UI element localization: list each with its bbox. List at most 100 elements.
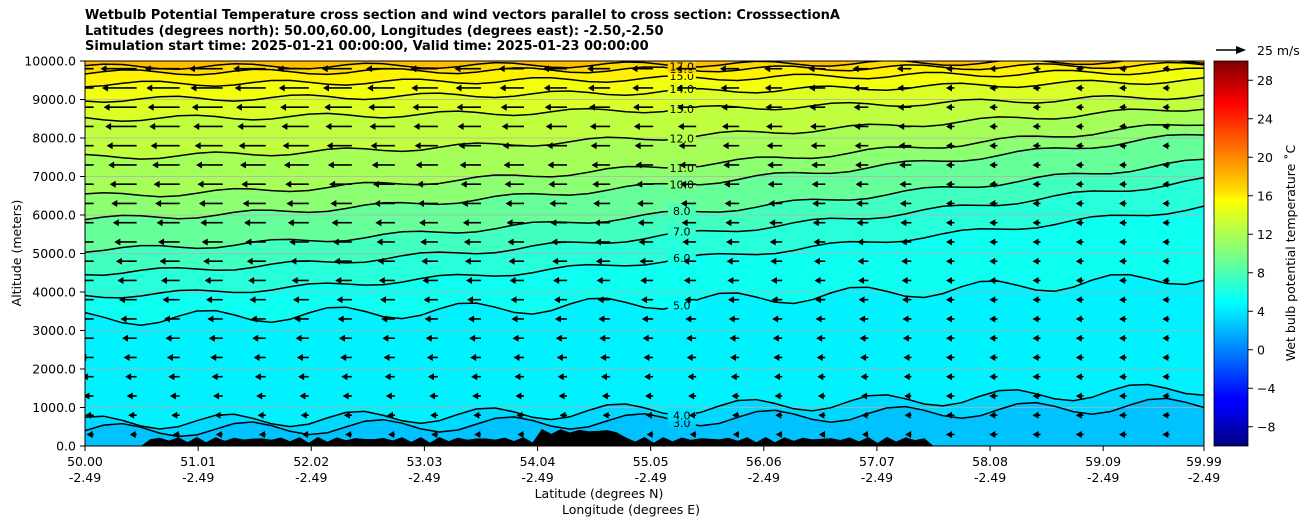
- wind-vector: [422, 276, 438, 284]
- wind-vector: [431, 430, 438, 438]
- wind-vector: [945, 411, 955, 419]
- wind-vector: [115, 257, 137, 265]
- wind-vector: [688, 392, 697, 400]
- wind-vector: [1162, 65, 1170, 73]
- wind-vector: [688, 411, 697, 419]
- wind-vector: [548, 180, 568, 188]
- wind-vector: [458, 142, 481, 150]
- wind-vector: [149, 122, 180, 130]
- wind-vector: [85, 318, 94, 320]
- wind-vector: [504, 180, 524, 188]
- wind-vector: [500, 103, 524, 111]
- wind-vector: [147, 103, 180, 111]
- wind-vector: [818, 430, 826, 438]
- wind-vector: [1119, 180, 1127, 188]
- x-tick-label-lon-3: -2.49: [408, 470, 440, 485]
- plot-area: 3.04.05.06.07.08.010.011.012.013.014.015…: [85, 61, 1204, 446]
- wind-vector: [468, 315, 481, 323]
- wind-vector: [588, 103, 611, 111]
- contour-label-7: 7.0: [673, 226, 691, 239]
- wind-vector: [766, 122, 783, 130]
- wind-vector: [646, 430, 654, 438]
- wind-vector: [238, 142, 266, 150]
- wind-vector: [903, 353, 912, 361]
- wind-vector: [545, 122, 568, 130]
- wind-vector: [283, 161, 309, 169]
- wind-vector: [587, 65, 611, 73]
- wind-vector: [158, 238, 180, 246]
- y-tick-label-2: 2000.0: [32, 362, 76, 377]
- wind-vector: [334, 257, 352, 265]
- wind-vector: [854, 122, 869, 130]
- wind-vector: [245, 238, 266, 246]
- wind-vector: [388, 430, 395, 438]
- wind-vector: [636, 180, 654, 188]
- wind-vector: [1075, 257, 1084, 265]
- wind-vector: [899, 161, 912, 169]
- wind-vector: [291, 276, 309, 284]
- wind-vector: [1119, 296, 1127, 304]
- wind-vector: [122, 334, 137, 342]
- wind-vector: [321, 65, 352, 73]
- wind-vector: [686, 353, 697, 361]
- wind-vector: [945, 276, 955, 284]
- wind-vector: [105, 122, 137, 130]
- wind-vector: [213, 392, 223, 400]
- wind-vector: [292, 296, 309, 304]
- wind-vector: [103, 103, 137, 111]
- wind-vector: [294, 315, 309, 323]
- wind-vector: [281, 122, 309, 130]
- wind-vector: [419, 219, 438, 227]
- wind-vector: [678, 142, 697, 150]
- wind-vector: [602, 411, 611, 419]
- wind-vector: [945, 334, 955, 342]
- y-tick-label-1: 1000.0: [32, 400, 76, 415]
- wind-vector: [1162, 122, 1170, 130]
- y-tick-label-7: 7000.0: [32, 169, 76, 184]
- wind-vector: [102, 84, 137, 92]
- wind-vector: [1162, 142, 1170, 150]
- wind-vector: [118, 296, 137, 304]
- wind-vector: [683, 257, 697, 265]
- colorbar-tick-label-2: 0: [1257, 342, 1265, 357]
- wind-vector: [945, 430, 955, 438]
- wind-vector: [324, 103, 352, 111]
- wind-vector: [764, 84, 783, 92]
- wind-vector: [596, 276, 611, 284]
- contour-line-15: [85, 67, 1204, 88]
- wind-vector: [163, 315, 180, 323]
- wind-vector: [1075, 296, 1084, 304]
- wind-vector: [474, 430, 481, 438]
- wind-vector: [1032, 392, 1041, 400]
- wind-vector: [246, 257, 266, 265]
- wind-vector: [326, 142, 352, 150]
- wind-vector: [85, 164, 94, 166]
- wind-vector: [257, 411, 266, 419]
- wind-vector: [376, 238, 395, 246]
- wind-vector: [855, 180, 869, 188]
- wind-vector: [1119, 257, 1127, 265]
- wind-vector: [410, 65, 438, 73]
- wind-vector: [470, 353, 481, 361]
- wind-vector: [456, 103, 481, 111]
- wind-vector: [285, 180, 309, 188]
- wind-vector: [1119, 392, 1127, 400]
- wind-vector: [1162, 238, 1170, 246]
- wind-vector: [945, 65, 955, 73]
- x-tick-label-lon-5: -2.49: [634, 470, 666, 485]
- contour-label-bg-17: [667, 61, 696, 72]
- wind-vector: [769, 219, 783, 227]
- wind-vector: [635, 161, 654, 169]
- wind-vector: [1075, 219, 1084, 227]
- wind-vector: [298, 373, 309, 381]
- wind-vector: [1162, 161, 1170, 169]
- wind-vector: [1075, 238, 1084, 246]
- wind-vector: [417, 199, 438, 207]
- quiver-key-arrowhead: [1236, 46, 1246, 54]
- temperature-fill: [85, 61, 1204, 446]
- wind-vector: [728, 315, 740, 323]
- x-axis: 50.00-2.4951.01-2.4952.02-2.4953.03-2.49…: [67, 446, 1222, 485]
- x-tick-label-lat-7: 57.07: [859, 454, 895, 469]
- colorbar-tick-label-3: 4: [1257, 304, 1265, 319]
